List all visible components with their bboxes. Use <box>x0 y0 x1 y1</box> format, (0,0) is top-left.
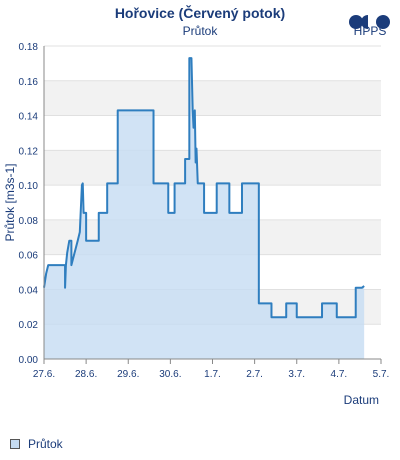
x-axis-label: Datum <box>344 393 379 407</box>
legend-label[interactable]: Průtok <box>28 437 63 451</box>
hpps-logo-icon <box>349 15 390 29</box>
legend-swatch[interactable] <box>10 439 20 449</box>
series-line <box>43 57 365 319</box>
y-tick-label: 0.00 <box>19 355 39 366</box>
grid-band <box>44 150 381 186</box>
y-tick-label: 0.08 <box>19 216 39 227</box>
x-tick-label: 29.6. <box>117 369 139 380</box>
y-tick-label: 0.12 <box>19 146 39 157</box>
y-tick-label: 0.18 <box>19 42 39 53</box>
y-tick-label: 0.14 <box>19 112 39 123</box>
y-tick-label: 0.16 <box>19 77 39 88</box>
legend[interactable]: Průtok <box>10 437 63 451</box>
y-tick-label: 0.10 <box>19 181 39 192</box>
y-axis-label: Průtok [m3s-1] <box>3 163 17 241</box>
y-tick-label: 0.02 <box>19 320 39 331</box>
x-tick-label: 1.7. <box>204 369 221 380</box>
chart-subtitle: Průtok <box>182 24 218 38</box>
x-tick-label: 4.7. <box>331 369 348 380</box>
x-tick-label: 5.7. <box>373 369 390 380</box>
x-tick-label: 28.6. <box>75 369 97 380</box>
grid-band <box>44 80 381 116</box>
logo-text: HPPS <box>353 24 387 38</box>
x-tick-label: 2.7. <box>246 369 263 380</box>
y-tick-label: 0.06 <box>19 251 39 262</box>
x-tick-label: 27.6. <box>33 369 55 380</box>
x-tick-label: 30.6. <box>159 369 181 380</box>
chart-title: Hořovice (Červený potok) <box>114 5 286 21</box>
flow-chart: 0.00 0.02 0.04 0.06 0.08 0.10 0.12 0.14 0.16 0.18… <box>3 42 390 407</box>
x-tick-label: 3.7. <box>288 369 305 380</box>
y-tick-label: 0.04 <box>19 285 39 296</box>
